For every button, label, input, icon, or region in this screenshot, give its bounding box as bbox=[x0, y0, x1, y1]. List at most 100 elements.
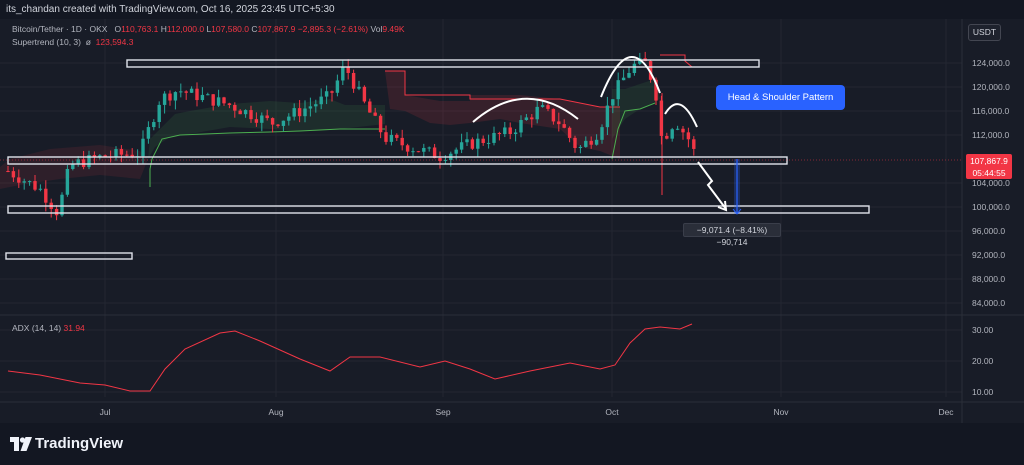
candle-body bbox=[65, 168, 70, 195]
candle-body bbox=[222, 97, 226, 104]
tradingview-logo-icon bbox=[10, 437, 32, 451]
candle-body bbox=[125, 154, 129, 156]
candle-body bbox=[341, 67, 345, 81]
candle-body bbox=[38, 188, 43, 190]
time-axis-label: Sep bbox=[435, 407, 450, 417]
price-axis-label: 96,000.0 bbox=[972, 226, 1005, 236]
adx-axis-label: 30.00 bbox=[972, 325, 994, 335]
candle-body bbox=[373, 112, 377, 116]
candle-body bbox=[438, 158, 442, 161]
candle-body bbox=[211, 94, 215, 106]
candle-body bbox=[44, 188, 48, 203]
candle-body bbox=[594, 139, 599, 145]
projection-arrow bbox=[697, 161, 727, 210]
price-axis-label: 92,000.0 bbox=[972, 250, 1005, 260]
candle-body bbox=[103, 155, 107, 157]
tradingview-logo[interactable]: TradingView bbox=[10, 435, 140, 453]
adx-axis-label: 10.00 bbox=[972, 387, 994, 397]
candle-body bbox=[481, 138, 485, 143]
candle-body bbox=[616, 80, 620, 100]
candle-body bbox=[260, 115, 264, 123]
footer: TradingView bbox=[0, 423, 1024, 465]
candle-body bbox=[578, 146, 583, 149]
candle-body bbox=[454, 149, 458, 154]
candle-body bbox=[308, 106, 313, 109]
candle-body bbox=[227, 103, 232, 105]
candle-body bbox=[130, 154, 134, 158]
candle-body bbox=[141, 138, 145, 157]
candle-body bbox=[659, 100, 664, 136]
price-axis-label: 124,000.0 bbox=[972, 58, 1010, 68]
candle-body bbox=[200, 94, 205, 101]
low-label: L bbox=[206, 24, 212, 34]
low-value: 107,580.0 bbox=[211, 24, 249, 34]
ohlc-legend: Bitcoin/Tether · 1D · OKX O110,763.1 H11… bbox=[12, 24, 405, 34]
candle-body bbox=[665, 135, 669, 139]
candle-body bbox=[432, 147, 437, 159]
adx-axis-label: 20.00 bbox=[972, 356, 994, 366]
price-axis-label: 112,000.0 bbox=[972, 130, 1009, 140]
candle-body bbox=[686, 132, 691, 140]
price-axis-label: 104,000.0 bbox=[972, 178, 1010, 188]
supertrend-label: Supertrend (10, 3) bbox=[12, 37, 81, 47]
supertrend-up-line-2 bbox=[611, 102, 656, 160]
candle-body bbox=[465, 139, 469, 143]
candle-body bbox=[400, 137, 404, 146]
supertrend-legend: Supertrend (10, 3) ø 123,594.3 bbox=[12, 37, 133, 47]
candle-body bbox=[319, 96, 323, 105]
price-axis-label: 84,000.0 bbox=[972, 298, 1005, 308]
volume-value: 9.49K bbox=[382, 24, 405, 34]
candle-body bbox=[503, 127, 507, 135]
candle-body bbox=[681, 128, 685, 133]
candle-body bbox=[27, 181, 32, 183]
time-axis-label: Jul bbox=[100, 407, 111, 417]
candle-body bbox=[573, 137, 577, 149]
candle-body bbox=[54, 208, 59, 216]
candle-body bbox=[654, 79, 658, 101]
candle-body bbox=[384, 132, 388, 142]
close-value: 107,867.9 bbox=[257, 24, 296, 34]
chart-frame[interactable]: 124,000.0 120,000.0 116,000.0 112,000.0 104,… bbox=[0, 19, 1024, 423]
candle-body bbox=[238, 110, 242, 115]
candle-body bbox=[60, 194, 64, 216]
candle-body bbox=[330, 91, 334, 93]
candle-body bbox=[233, 104, 237, 111]
candle-body bbox=[71, 163, 75, 169]
candle-body bbox=[6, 171, 10, 172]
candle-body bbox=[422, 147, 426, 152]
candle-body bbox=[254, 119, 259, 123]
candle-body bbox=[157, 104, 161, 123]
eye-icon[interactable]: ø bbox=[83, 37, 94, 47]
candle-body bbox=[405, 145, 410, 152]
candle-body bbox=[584, 140, 588, 147]
candle-body bbox=[551, 108, 556, 122]
chart-canvas[interactable]: 124,000.0 120,000.0 116,000.0 112,000.0 104,… bbox=[0, 19, 1024, 423]
candle-body bbox=[530, 117, 534, 120]
creator-credit: its_chandan created with TradingView.com… bbox=[6, 4, 335, 15]
candle-body bbox=[87, 155, 91, 168]
supertrend-down-zone bbox=[385, 71, 620, 159]
time-axis-label: Nov bbox=[773, 407, 789, 417]
candle-body bbox=[492, 132, 496, 143]
candle-body bbox=[621, 77, 626, 81]
candle-body bbox=[389, 134, 394, 142]
supertrend-down-line bbox=[385, 70, 620, 108]
candle-body bbox=[179, 91, 183, 93]
adx-label: ADX (14, 14) bbox=[12, 323, 62, 333]
candle-body bbox=[314, 104, 318, 107]
pattern-callout[interactable]: Head & Shoulder Pattern bbox=[716, 85, 845, 110]
candle-body bbox=[287, 116, 291, 121]
candle-body bbox=[562, 124, 566, 128]
close-label: C bbox=[251, 24, 258, 34]
candle-body bbox=[470, 139, 475, 149]
currency-button[interactable]: USDT bbox=[968, 24, 1001, 41]
current-price: 107,867.9 bbox=[970, 156, 1008, 166]
candle-body bbox=[162, 93, 167, 105]
candle-body bbox=[297, 108, 302, 117]
supertrend-up-line bbox=[149, 128, 385, 187]
adx-line bbox=[7, 323, 693, 392]
candle-body bbox=[362, 86, 367, 102]
supertrend-up-zone-2 bbox=[612, 79, 660, 139]
candle-body bbox=[638, 58, 642, 64]
measure-label: −9,071.4 (−8.41%) −90,714 bbox=[683, 223, 781, 247]
